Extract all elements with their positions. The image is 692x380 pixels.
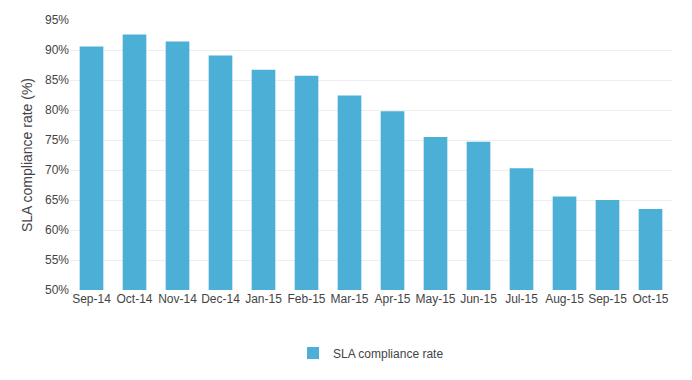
svg-text:Feb-15: Feb-15 (287, 292, 325, 306)
svg-text:50%: 50% (45, 283, 69, 297)
svg-text:Sep-15: Sep-15 (588, 292, 627, 306)
svg-text:Jun-15: Jun-15 (460, 292, 497, 306)
svg-text:Apr-15: Apr-15 (374, 292, 410, 306)
svg-text:65%: 65% (45, 193, 69, 207)
svg-text:Nov-14: Nov-14 (158, 292, 197, 306)
svg-text:60%: 60% (45, 223, 69, 237)
svg-text:75%: 75% (45, 133, 69, 147)
svg-text:70%: 70% (45, 163, 69, 177)
svg-text:80%: 80% (45, 103, 69, 117)
svg-text:Oct-14: Oct-14 (116, 292, 152, 306)
svg-text:SLA compliance rate: SLA compliance rate (333, 347, 443, 361)
svg-text:Dec-14: Dec-14 (201, 292, 240, 306)
svg-text:95%: 95% (45, 13, 69, 27)
svg-text:Sep-14: Sep-14 (72, 292, 111, 306)
svg-text:Mar-15: Mar-15 (330, 292, 368, 306)
svg-text:Aug-15: Aug-15 (545, 292, 584, 306)
svg-text:85%: 85% (45, 73, 69, 87)
svg-text:SLA compliance rate (%): SLA compliance rate (%) (19, 78, 35, 232)
svg-text:55%: 55% (45, 253, 69, 267)
svg-text:90%: 90% (45, 43, 69, 57)
svg-text:Jan-15: Jan-15 (245, 292, 282, 306)
svg-text:Jul-15: Jul-15 (505, 292, 538, 306)
svg-text:Oct-15: Oct-15 (632, 292, 668, 306)
svg-text:May-15: May-15 (415, 292, 455, 306)
